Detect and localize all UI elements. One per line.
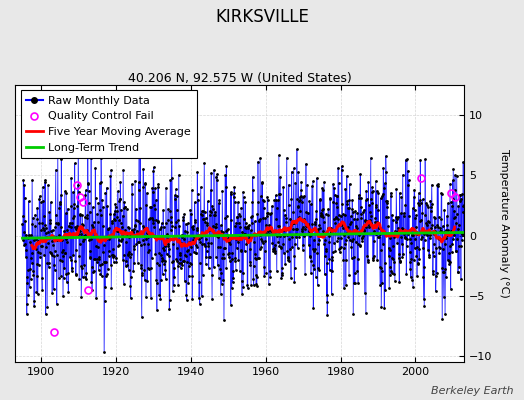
Legend: Raw Monthly Data, Quality Control Fail, Five Year Moving Average, Long-Term Tren: Raw Monthly Data, Quality Control Fail, … [20,90,197,158]
Text: Berkeley Earth: Berkeley Earth [431,386,514,396]
Title: 40.206 N, 92.575 W (United States): 40.206 N, 92.575 W (United States) [128,72,352,85]
Text: KIRKSVILLE: KIRKSVILLE [215,8,309,26]
Y-axis label: Temperature Anomaly (°C): Temperature Anomaly (°C) [499,149,509,298]
